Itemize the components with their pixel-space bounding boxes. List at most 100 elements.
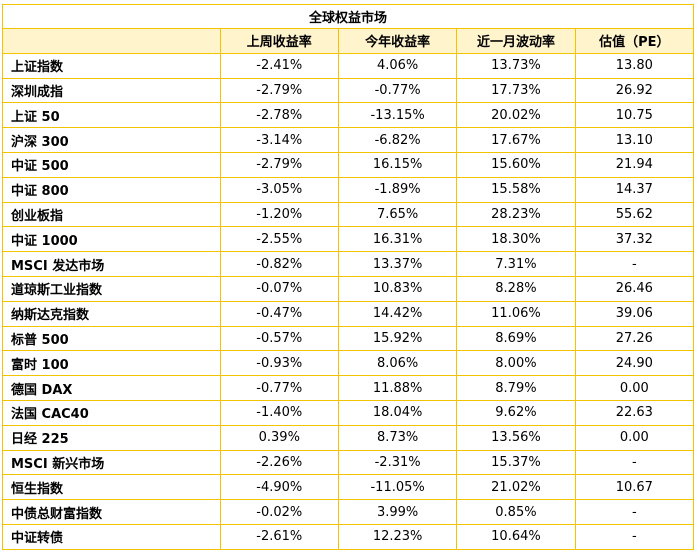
equity-table: 全球权益市场 上周收益率 今年收益率 近一月波动率 估值（PE） 上证指数 -2.41%… <box>2 4 695 550</box>
value-cell: 4.06% <box>337 52 458 79</box>
table-row: 恒生指数 -4.90% -11.05% 21.02% 10.67 <box>2 474 695 501</box>
value-cell: 15.37% <box>456 449 576 476</box>
table-row: 德国 DAX -0.77% 11.88% 8.79% 0.00 <box>2 375 695 401</box>
value-cell: 3.99% <box>337 499 458 525</box>
value-cell: 17.67% <box>456 127 576 153</box>
value-cell: 0.00 <box>574 424 695 451</box>
value-cell: 28.23% <box>456 201 576 228</box>
value-cell: -0.02% <box>219 499 339 525</box>
table-row: 富时 100 -0.93% 8.06% 8.00% 24.90 <box>2 350 695 377</box>
value-cell: 22.63 <box>574 399 695 426</box>
value-cell: 17.73% <box>456 77 576 104</box>
value-cell: 14.37 <box>574 176 695 203</box>
value-cell: -0.82% <box>219 251 339 277</box>
value-cell: 26.92 <box>574 77 695 104</box>
value-cell: 13.80 <box>574 52 695 79</box>
value-cell: -13.15% <box>337 102 458 129</box>
value-cell: 26.46 <box>574 275 695 302</box>
row-label: 沪深 300 <box>2 127 221 153</box>
row-label: 创业板指 <box>2 201 221 228</box>
header-cell: 今年收益率 <box>337 28 458 54</box>
value-cell: 13.73% <box>456 52 576 79</box>
value-cell: 55.62 <box>574 201 695 228</box>
row-label: MSCI 新兴市场 <box>2 449 221 476</box>
header-cell <box>2 28 221 54</box>
value-cell: 15.92% <box>337 325 458 352</box>
header-cell: 上周收益率 <box>219 28 339 54</box>
row-label: 中证 1000 <box>2 226 221 253</box>
header-cell: 估值（PE） <box>574 28 695 54</box>
value-cell: -2.55% <box>219 226 339 253</box>
row-label: MSCI 发达市场 <box>2 251 221 277</box>
value-cell: -2.31% <box>337 449 458 476</box>
table-row: 沪深 300 -3.14% -6.82% 17.67% 13.10 <box>2 127 695 153</box>
value-cell: -2.26% <box>219 449 339 476</box>
value-cell: 8.69% <box>456 325 576 352</box>
value-cell: - <box>574 251 695 277</box>
value-cell: - <box>574 449 695 476</box>
value-cell: 8.00% <box>456 350 576 377</box>
table-row: 中证 800 -3.05% -1.89% 15.58% 14.37 <box>2 176 695 203</box>
value-cell: 39.06 <box>574 300 695 327</box>
value-cell: -0.07% <box>219 275 339 302</box>
value-cell: 11.06% <box>456 300 576 327</box>
value-cell: 16.15% <box>337 151 458 178</box>
value-cell: 24.90 <box>574 350 695 377</box>
table-row: 上证指数 -2.41% 4.06% 13.73% 13.80 <box>2 52 695 79</box>
value-cell: 0.39% <box>219 424 339 451</box>
table-row: 法国 CAC40 -1.40% 18.04% 9.62% 22.63 <box>2 399 695 426</box>
value-cell: 8.06% <box>337 350 458 377</box>
row-label: 德国 DAX <box>2 375 221 401</box>
value-cell: 8.79% <box>456 375 576 401</box>
value-cell: -1.40% <box>219 399 339 426</box>
value-cell: -0.47% <box>219 300 339 327</box>
value-cell: -2.61% <box>219 523 339 550</box>
value-cell: -1.20% <box>219 201 339 228</box>
table-row: 中证转债 -2.61% 12.23% 10.64% - <box>2 523 695 550</box>
row-label: 中债总财富指数 <box>2 499 221 525</box>
row-label: 恒生指数 <box>2 474 221 501</box>
value-cell: -0.57% <box>219 325 339 352</box>
row-label: 深圳成指 <box>2 77 221 104</box>
row-label: 标普 500 <box>2 325 221 352</box>
row-label: 中证 800 <box>2 176 221 203</box>
value-cell: 10.64% <box>456 523 576 550</box>
row-label: 日经 225 <box>2 424 221 451</box>
value-cell: 10.83% <box>337 275 458 302</box>
table-row: 中债总财富指数 -0.02% 3.99% 0.85% - <box>2 499 695 525</box>
value-cell: 9.62% <box>456 399 576 426</box>
table-row: 标普 500 -0.57% 15.92% 8.69% 27.26 <box>2 325 695 352</box>
value-cell: 12.23% <box>337 523 458 550</box>
table-row: 中证 500 -2.79% 16.15% 15.60% 21.94 <box>2 151 695 178</box>
value-cell: -2.79% <box>219 77 339 104</box>
table-body: 上证指数 -2.41% 4.06% 13.73% 13.80 深圳成指 -2.79% -0.7… <box>2 52 695 550</box>
table-row: 道琼斯工业指数 -0.07% 10.83% 8.28% 26.46 <box>2 275 695 302</box>
value-cell: 13.37% <box>337 251 458 277</box>
value-cell: -3.05% <box>219 176 339 203</box>
row-label: 纳斯达克指数 <box>2 300 221 327</box>
value-cell: 0.00 <box>574 375 695 401</box>
header-row: 上周收益率 今年收益率 近一月波动率 估值（PE） <box>2 28 695 54</box>
value-cell: 37.32 <box>574 226 695 253</box>
table-row: MSCI 新兴市场 -2.26% -2.31% 15.37% - <box>2 449 695 476</box>
value-cell: 15.60% <box>456 151 576 178</box>
title-row: 全球权益市场 <box>2 4 694 29</box>
value-cell: 18.30% <box>456 226 576 253</box>
value-cell: -2.79% <box>219 151 339 178</box>
value-cell: 21.02% <box>456 474 576 501</box>
table-title: 全球权益市场 <box>2 4 694 29</box>
value-cell: -6.82% <box>337 127 458 153</box>
value-cell: -1.89% <box>337 176 458 203</box>
table-row: 纳斯达克指数 -0.47% 14.42% 11.06% 39.06 <box>2 300 695 327</box>
value-cell: - <box>574 499 695 525</box>
value-cell: 7.65% <box>337 201 458 228</box>
row-label: 上证指数 <box>2 52 221 79</box>
row-label: 中证转债 <box>2 523 221 550</box>
value-cell: 18.04% <box>337 399 458 426</box>
value-cell: 8.73% <box>337 424 458 451</box>
value-cell: 13.10 <box>574 127 695 153</box>
row-label: 富时 100 <box>2 350 221 377</box>
value-cell: 27.26 <box>574 325 695 352</box>
value-cell: 16.31% <box>337 226 458 253</box>
table-row: MSCI 发达市场 -0.82% 13.37% 7.31% - <box>2 251 695 277</box>
